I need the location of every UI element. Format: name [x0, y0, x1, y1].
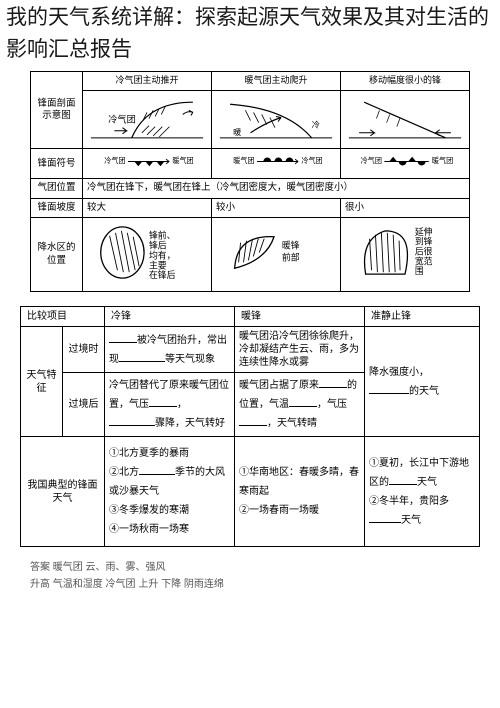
diagram-cold-front: 冷气团 — [83, 90, 212, 148]
precip-cold: 锋前、 锋后 均有， 主要 在锋后 — [83, 218, 212, 292]
warm-after: 暖气团占据了原来的位置，气温，气压，天气转晴 — [235, 373, 365, 437]
stat-during: 降水强度小，的天气 — [365, 327, 480, 437]
svg-text:前部: 前部 — [282, 251, 300, 262]
symbol-cold: 冷气团 暖气团 — [83, 149, 212, 179]
row-label-diagram: 锋面剖面示意图 — [31, 72, 83, 149]
row-label-precip: 降水区的位置 — [31, 218, 83, 292]
svg-text:暖气团: 暖气团 — [233, 156, 254, 165]
svg-text:冷: 冷 — [312, 119, 320, 129]
svg-text:宽范: 宽范 — [415, 255, 433, 266]
answers-block: 答案 暖气团 云、雨、雾、强风 升高 气温和湿度 冷气团 上升 下降 阴雨连绵 — [0, 547, 500, 593]
precip-warm: 暖锋 前部 — [212, 218, 341, 292]
svg-text:暖: 暖 — [233, 128, 241, 137]
comparison-table: 比较项目 冷锋 暖锋 准静止锋 天气特征 过境时 被冷气团抬升，常出现等天气现象… — [20, 306, 480, 547]
cold-typical: ①北方夏季的暴雨②北方季节的大风或沙暴天气③冬季爆发的寒潮④一场秋雨一场寒 — [105, 437, 235, 547]
airmass-position-text: 冷气团在锋下，暖气团在锋上（冷气团密度大，暖气团密度小） — [83, 179, 470, 198]
table1-wrap: 锋面剖面示意图 冷气团主动推开 暖气团主动爬升 移动幅度很小的锋 冷气团 — [0, 71, 500, 292]
svg-text:冷气团: 冷气团 — [361, 156, 382, 165]
symbol-warm: 暖气团 冷气团 — [212, 149, 341, 179]
row-label-slope: 锋面坡度 — [31, 198, 83, 217]
warm-typical: ①华南地区：春暖多晴，春寒雨起②一场春雨一场暖 — [235, 437, 365, 547]
cold-mass-label: 冷气团 — [108, 113, 136, 124]
svg-text:冷气团: 冷气团 — [104, 156, 125, 165]
t2-hdr-1: 冷锋 — [105, 307, 235, 327]
fronts-diagram-table: 锋面剖面示意图 冷气团主动推开 暖气团主动爬升 移动幅度很小的锋 冷气团 — [30, 71, 470, 292]
svg-text:主要: 主要 — [149, 259, 167, 270]
t2-rowgrp-weather: 天气特征 — [21, 327, 63, 437]
t2-hdr-0: 比较项目 — [21, 307, 105, 327]
t2-hdr-2: 暖锋 — [235, 307, 365, 327]
svg-text:锋后: 锋后 — [149, 240, 167, 251]
col-hdr-0: 冷气团主动推开 — [83, 72, 212, 91]
t2-row-during: 过境时 — [63, 327, 105, 373]
symbol-stationary: 冷气团 暖气团 — [341, 149, 470, 179]
svg-text:围: 围 — [415, 266, 424, 276]
col-hdr-1: 暖气团主动爬升 — [212, 72, 341, 91]
svg-text:暖气团: 暖气团 — [172, 156, 193, 165]
table2-wrap: 比较项目 冷锋 暖锋 准静止锋 天气特征 过境时 被冷气团抬升，常出现等天气现象… — [0, 306, 500, 547]
precip-stat: 延伸 到锋 后很 宽范 围 — [341, 218, 470, 292]
t2-row-after: 过境后 — [63, 373, 105, 437]
svg-text:均有，: 均有， — [149, 249, 176, 260]
answer-line-1: 答案 暖气团 云、雨、雾、强风 — [30, 559, 470, 576]
svg-text:到锋: 到锋 — [415, 236, 433, 247]
svg-text:后很: 后很 — [415, 246, 433, 257]
cold-during: 被冷气团抬升，常出现等天气现象 — [105, 327, 235, 373]
t2-hdr-3: 准静止锋 — [365, 307, 480, 327]
page-title: 我的天气系统详解：探索起源天气效果及其对生活的影响汇总报告 — [0, 0, 500, 71]
slope-cold: 较大 — [83, 198, 212, 217]
slope-warm: 较小 — [212, 198, 341, 217]
svg-text:在锋后: 在锋后 — [149, 269, 176, 280]
svg-text:暖气团: 暖气团 — [432, 156, 453, 165]
col-hdr-2: 移动幅度很小的锋 — [341, 72, 470, 91]
warm-during: 暖气团沿冷气团徐徐爬升，冷却凝结产生云、雨，多为连续性降水或雾 — [235, 327, 365, 373]
diagram-warm-front: 冷 暖 — [212, 90, 341, 148]
cold-after: 冷气团替代了原来暖气团位置，气压，骤降，天气转好 — [105, 373, 235, 437]
row-label-symbol: 锋面符号 — [31, 149, 83, 179]
svg-text:锋前、: 锋前、 — [149, 230, 176, 241]
svg-text:延伸: 延伸 — [415, 226, 433, 237]
slope-stat: 很小 — [341, 198, 470, 217]
t2-rowgrp-typical: 我国典型的锋面天气 — [21, 437, 105, 547]
svg-text:冷气团: 冷气团 — [301, 156, 322, 165]
row-label-position: 气团位置 — [31, 179, 83, 198]
diagram-stationary-front — [341, 90, 470, 148]
stat-typical: ①夏初，长江中下游地区的天气②冬半年，贵阳多天气 — [365, 437, 480, 547]
answer-line-2: 升高 气温和湿度 冷气团 上升 下降 阴雨连绵 — [30, 576, 470, 593]
svg-text:暖锋: 暖锋 — [282, 240, 300, 251]
